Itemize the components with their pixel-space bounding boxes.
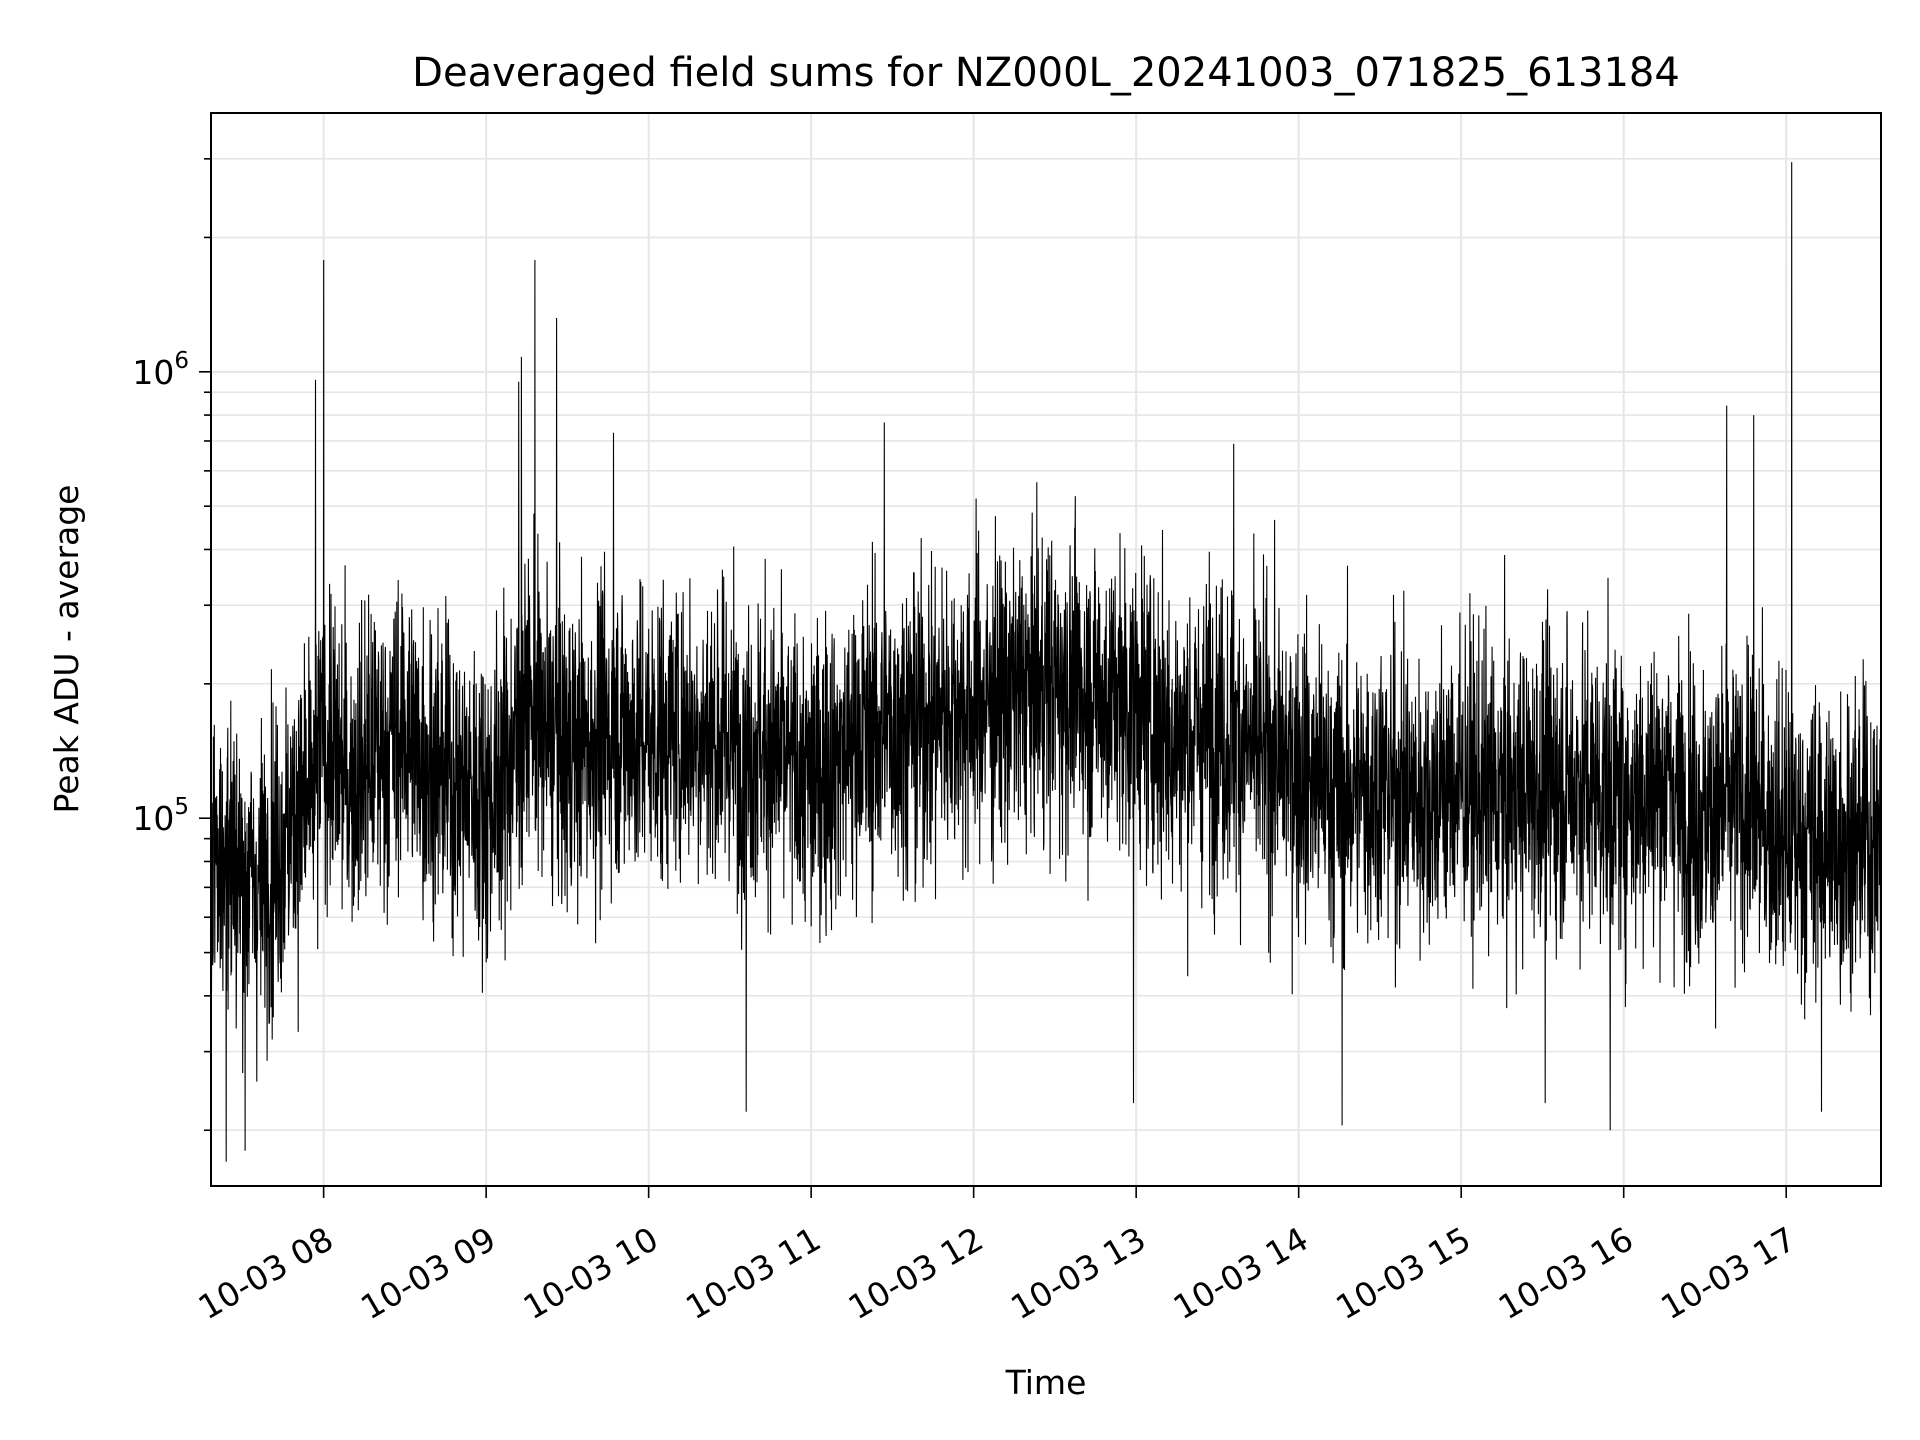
y-tick-base: 10 (132, 353, 174, 392)
y-tick-exponent: 6 (174, 348, 189, 374)
chart-title: Deaveraged field sums for NZ000L_2024100… (412, 50, 1680, 96)
x-axis-label: Time (1005, 1363, 1087, 1402)
y-tick-exponent: 5 (174, 794, 189, 820)
y-axis-label: Peak ADU - average (47, 485, 86, 814)
y-tick-label: 105 (132, 794, 189, 838)
y-tick-label: 106 (132, 348, 189, 392)
plot-series (210, 162, 1882, 1162)
series-line (210, 162, 1882, 1162)
y-tick-base: 10 (132, 799, 174, 838)
plot-frame (210, 112, 1882, 1187)
